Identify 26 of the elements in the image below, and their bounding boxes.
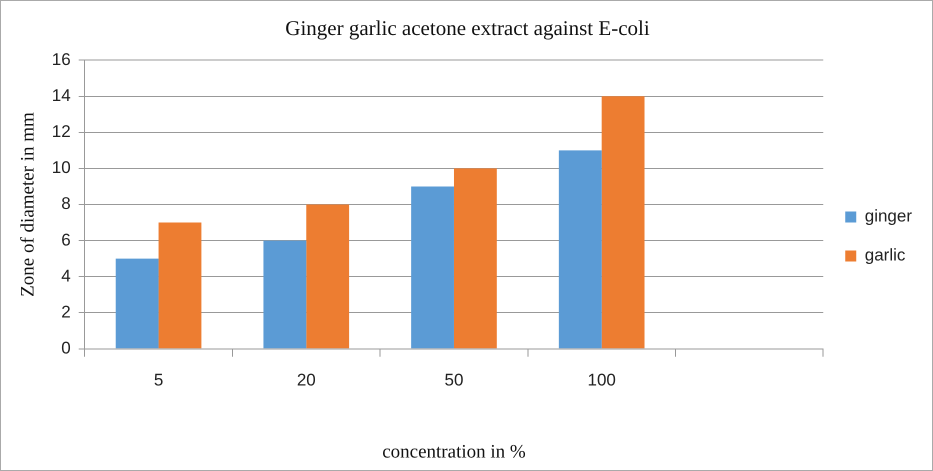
y-tick-label: 14 — [52, 86, 71, 105]
y-tick-label: 2 — [61, 302, 71, 322]
legend-label: garlic — [864, 246, 906, 265]
bar — [454, 168, 497, 348]
x-axis-title: concentration in % — [382, 442, 526, 463]
x-tick-label: 5 — [154, 370, 164, 390]
y-tick-label: 10 — [52, 158, 71, 178]
bar — [602, 96, 645, 348]
y-tick-label: 0 — [61, 338, 71, 358]
bar — [411, 186, 454, 348]
bar — [158, 222, 202, 348]
bar — [116, 258, 159, 348]
y-tick-label: 4 — [61, 266, 71, 286]
y-tick-label: 12 — [52, 122, 71, 142]
y-tick-label: 6 — [61, 230, 71, 250]
y-tick-label: 16 — [52, 50, 71, 69]
bar — [263, 240, 306, 348]
bar — [558, 150, 602, 348]
chart-title: Ginger garlic acetone extract against E-coli — [285, 16, 650, 40]
x-tick-label: 50 — [444, 370, 464, 390]
y-tick-label: 8 — [61, 194, 71, 214]
legend-label: ginger — [864, 206, 912, 226]
x-tick-label: 100 — [587, 370, 616, 390]
bar — [306, 204, 350, 348]
x-tick-label: 20 — [296, 370, 316, 390]
y-axis-title: Zone of diameter in mm — [17, 112, 38, 297]
